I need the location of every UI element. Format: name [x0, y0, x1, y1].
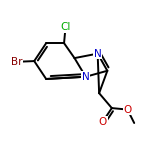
Text: N: N	[94, 49, 102, 59]
Text: N: N	[82, 72, 90, 82]
Text: Br: Br	[10, 57, 22, 67]
Text: Cl: Cl	[60, 22, 71, 32]
Text: O: O	[99, 117, 107, 126]
Text: O: O	[123, 105, 132, 115]
